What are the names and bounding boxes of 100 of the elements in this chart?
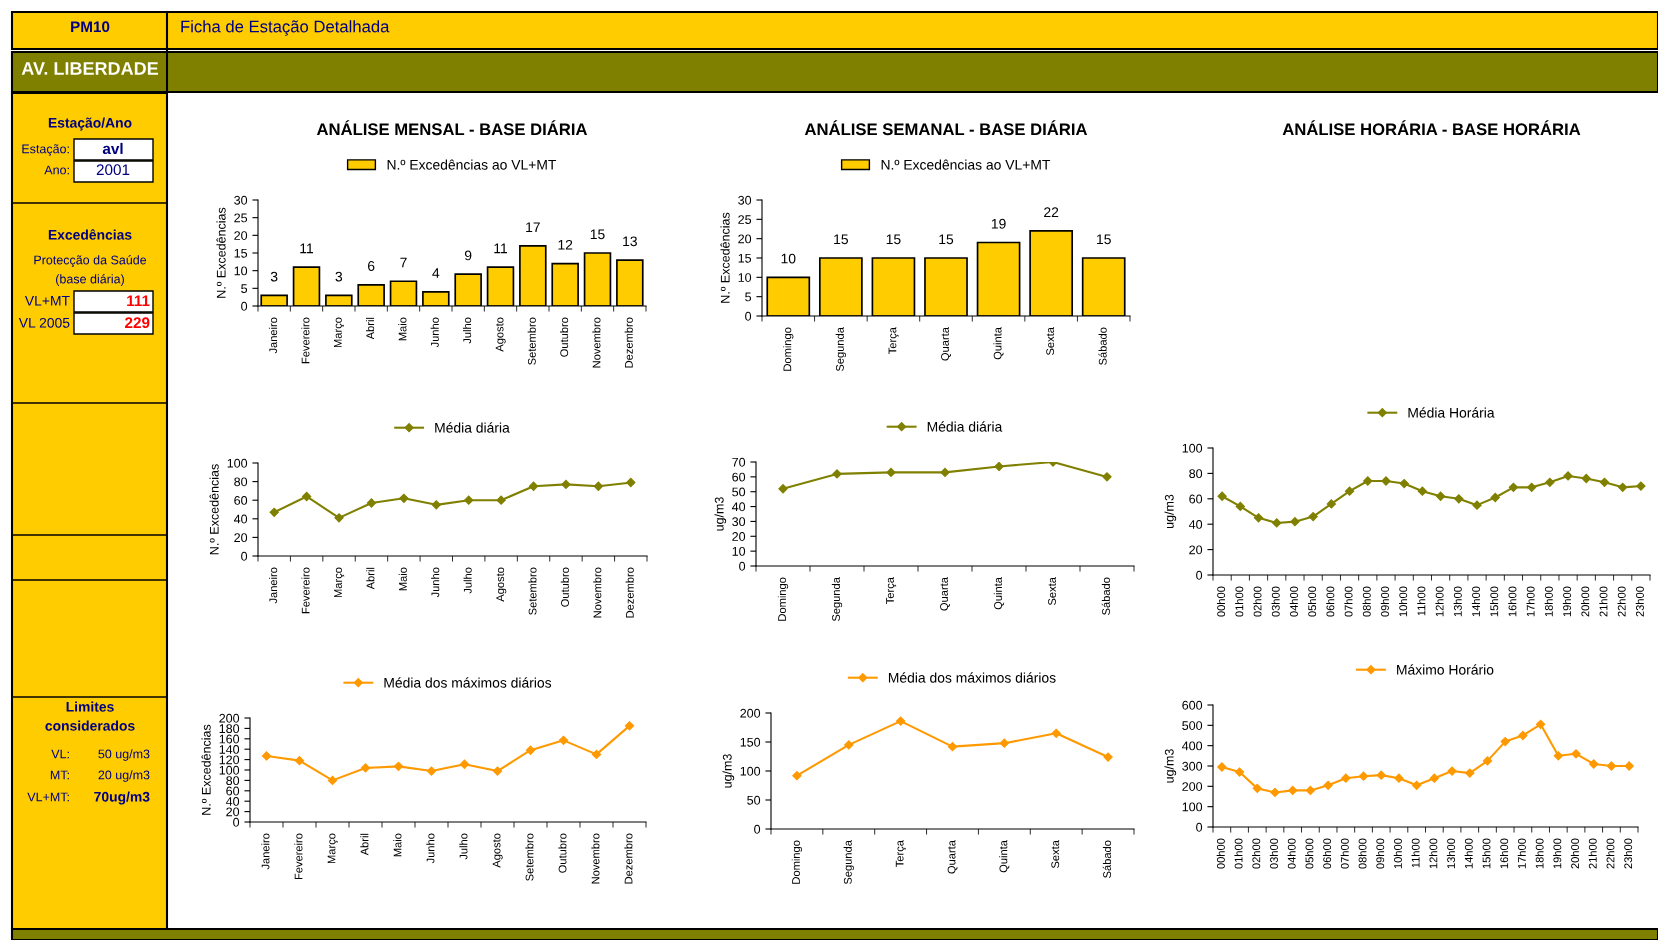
legend-label: N.º Excedências ao VL+MT	[881, 159, 1051, 170]
legend-label: Média diária	[435, 422, 510, 433]
text: 70ug/m3	[94, 791, 150, 805]
point	[1589, 759, 1599, 769]
x-tick-label: Abril	[365, 317, 375, 340]
data-label: 11	[494, 243, 508, 254]
x-tick-label: 20h00	[1570, 838, 1579, 869]
y-tick-label: 100	[740, 766, 761, 776]
y-tick-label: 150	[740, 737, 761, 747]
point	[1465, 768, 1475, 778]
y-tick-label: 0	[233, 817, 240, 827]
point	[558, 735, 569, 745]
point	[459, 759, 470, 769]
data-label: 15	[1097, 234, 1111, 245]
x-tick-label: 21h00	[1599, 586, 1608, 617]
text: 111	[127, 295, 150, 306]
y-tick-label: 0	[1196, 822, 1203, 832]
y-tick-label: 10	[234, 266, 248, 276]
y-tick-label: 50	[747, 795, 761, 805]
x-tick-label: 19h00	[1553, 838, 1562, 869]
x-tick-label: Terça	[895, 840, 906, 868]
y-tick-label: 30	[738, 195, 752, 205]
point	[269, 507, 279, 517]
x-tick-label: 00h00	[1216, 838, 1225, 869]
point	[947, 742, 958, 752]
x-tick-label: 16h00	[1500, 838, 1509, 869]
x-tick-label: 23h00	[1623, 838, 1633, 869]
x-tick-label: Sexta	[1046, 327, 1055, 356]
data-label: 7	[400, 257, 407, 268]
point	[593, 481, 603, 491]
x-tick-label: Junho	[431, 567, 440, 598]
legend-label: Máximo Horário	[1397, 664, 1494, 675]
x-tick-label: 11h00	[1411, 838, 1420, 868]
x-tick-label: Março	[334, 317, 345, 348]
x-tick-label: Setembro	[528, 567, 537, 615]
point	[1447, 766, 1457, 776]
y-tick-label: 20	[738, 234, 752, 244]
x-tick-label: Setembro	[525, 833, 534, 881]
data-label: 15	[939, 234, 954, 245]
point	[1490, 492, 1500, 503]
x-tick-label: Abril	[366, 567, 375, 590]
y-axis-title: ug/m3	[722, 754, 735, 788]
x-tick-label: Quarta	[940, 577, 950, 611]
y-tick-label: 100	[227, 458, 248, 468]
y-tick-label: 60	[1189, 494, 1203, 504]
text: Ficha de Estação Detalhada	[181, 20, 390, 36]
y-tick-label: 60	[226, 786, 240, 796]
point	[1527, 482, 1537, 492]
x-tick-label: 14h00	[1471, 586, 1480, 617]
x-tick-label: 09h00	[1376, 838, 1385, 869]
point	[624, 721, 635, 731]
point	[999, 738, 1009, 748]
x-tick-label: Julho	[462, 317, 472, 344]
x-tick-label: 06h00	[1322, 838, 1332, 869]
point	[1305, 785, 1316, 796]
x-tick-label: 07h00	[1344, 586, 1353, 617]
x-tick-label: Quarta	[941, 327, 951, 361]
x-tick-label: Agosto	[496, 567, 507, 602]
x-tick-label: Fevereiro	[294, 833, 303, 880]
x-tick-label: Agosto	[495, 317, 506, 352]
y-tick-label: 200	[219, 713, 240, 723]
data-label: 13	[623, 236, 637, 247]
y-tick-label: 40	[225, 797, 240, 806]
x-tick-label: Agosto	[492, 833, 503, 868]
data-label: 6	[368, 261, 375, 271]
data-label: 9	[464, 250, 472, 261]
x-tick-label: 18h00	[1535, 838, 1544, 869]
point	[1235, 501, 1245, 512]
data-label: 17	[526, 222, 540, 232]
point	[302, 491, 312, 502]
x-tick-label: 12h00	[1429, 838, 1438, 869]
x-tick-label: 10h00	[1399, 586, 1408, 617]
x-tick-label: Novembro	[591, 833, 600, 884]
y-tick-label: 20	[732, 532, 746, 541]
x-tick-label: 16h00	[1508, 586, 1517, 617]
data-label: 10	[781, 253, 796, 264]
x-tick-label: Quinta	[993, 577, 1004, 610]
x-tick-label: Quinta	[999, 840, 1010, 873]
x-tick-label: Fevereiro	[301, 567, 310, 614]
text: VL:	[51, 749, 69, 759]
data-label: 22	[1044, 207, 1059, 217]
point	[393, 761, 404, 771]
data-label: 4	[432, 268, 440, 278]
x-tick-label: 22h00	[1617, 586, 1626, 617]
y-tick-label: 5	[241, 284, 248, 293]
y-tick-label: 50	[732, 487, 746, 497]
point	[1636, 481, 1646, 491]
point	[1518, 730, 1528, 741]
data-label: 15	[886, 234, 901, 245]
data-label: 15	[834, 234, 848, 245]
text: 229	[125, 317, 150, 329]
x-tick-label: 04h00	[1289, 586, 1298, 617]
legend-label: Média dos máximos diários	[384, 677, 552, 688]
x-tick-label: 12h00	[1435, 586, 1444, 617]
data-label: 19	[991, 218, 1006, 229]
text: (base diária)	[56, 274, 124, 286]
point	[1394, 773, 1404, 783]
x-tick-label: 09h00	[1380, 586, 1389, 617]
y-tick-label: 40	[233, 514, 248, 524]
point	[1308, 511, 1318, 522]
